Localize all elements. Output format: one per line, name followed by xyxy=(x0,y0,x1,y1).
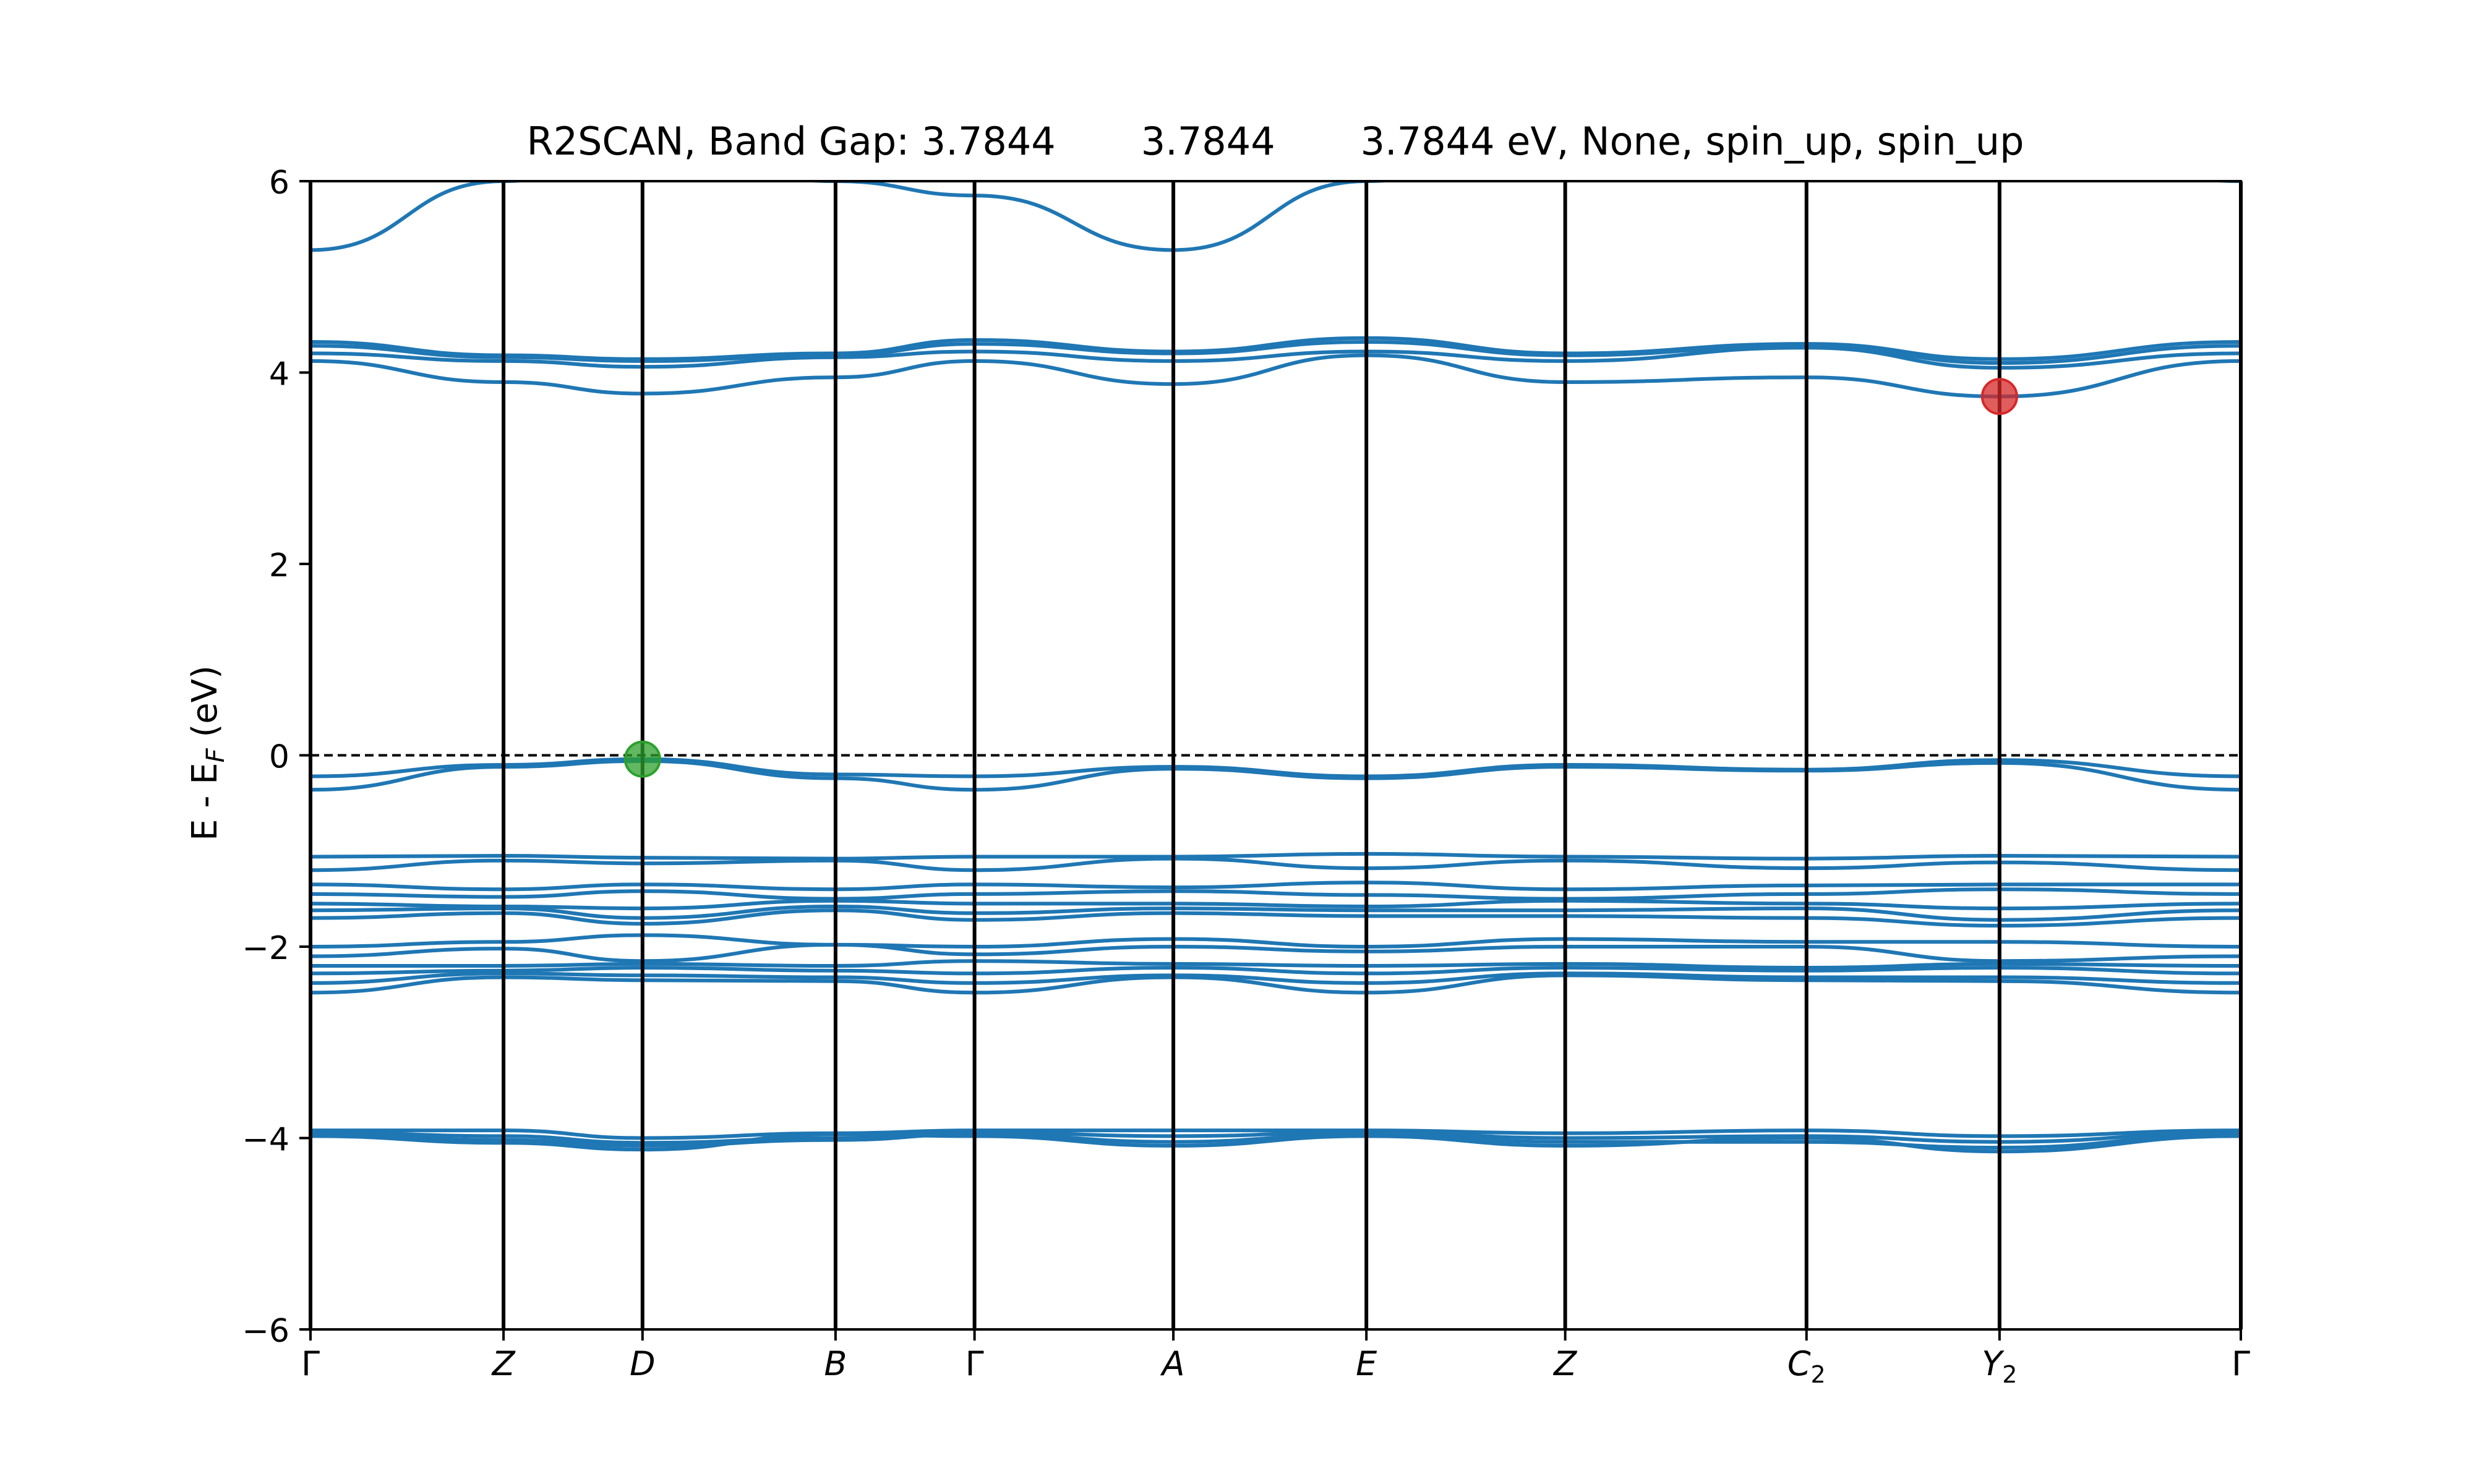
band-line xyxy=(310,181,2241,252)
band-line xyxy=(310,898,2241,911)
cbm-marker xyxy=(1980,378,2018,416)
band-line xyxy=(310,353,2241,399)
y-ticks-layer: −6 −4 −2 0 2 4 6 xyxy=(242,164,310,1350)
x-tick-label: A xyxy=(1160,1344,1185,1383)
bands-layer xyxy=(310,181,2241,1154)
band-line xyxy=(310,346,2241,370)
x-tick-label: Y2 xyxy=(1982,1344,2017,1388)
x-ticks-layer: Γ Z D B Γ A E Z C2 Y2 Γ xyxy=(301,1329,2250,1388)
x-tick-label: E xyxy=(1356,1344,1377,1383)
band-line xyxy=(310,1130,2241,1145)
vbm-marker xyxy=(623,740,661,778)
band-line xyxy=(310,908,2241,928)
y-tick-label: 6 xyxy=(269,164,289,202)
x-tick-label: Z xyxy=(1552,1344,1577,1383)
y-tick-label: −6 xyxy=(242,1313,289,1350)
band-line xyxy=(310,856,2241,872)
x-tick-label: Z xyxy=(491,1344,516,1383)
x-tick-label: C2 xyxy=(1787,1344,1826,1388)
band-line xyxy=(310,1132,2241,1154)
x-tick-label: Γ xyxy=(2232,1344,2250,1383)
x-tick-label: Γ xyxy=(301,1344,320,1383)
x-tick-label: D xyxy=(630,1344,656,1383)
x-tick-label: B xyxy=(824,1344,847,1383)
band-line xyxy=(310,904,2241,922)
y-tick-label: −2 xyxy=(242,930,289,967)
y-tick-label: −4 xyxy=(242,1122,289,1159)
y-axis-label: E - EF (eV) xyxy=(185,665,230,841)
y-tick-label: 0 xyxy=(269,739,289,776)
band-line xyxy=(310,965,2241,976)
band-line xyxy=(310,887,2241,901)
band-edge-markers-layer xyxy=(623,378,2018,778)
y-tick-label: 4 xyxy=(269,356,289,393)
x-tick-label: Γ xyxy=(965,1344,984,1383)
y-tick-label: 2 xyxy=(269,547,289,584)
band-line xyxy=(310,933,2241,949)
band-line xyxy=(310,759,2241,792)
band-line xyxy=(310,973,2241,995)
band-line xyxy=(310,942,2241,963)
band-line xyxy=(310,881,2241,892)
band-line xyxy=(310,851,2241,861)
band-line xyxy=(310,339,2241,365)
band-line xyxy=(310,1128,2241,1140)
band-line xyxy=(310,971,2241,985)
chart-title: R2SCAN, Band Gap: 3.7844 3.7844 3.7844 e… xyxy=(527,119,2024,164)
band-line xyxy=(310,959,2241,970)
